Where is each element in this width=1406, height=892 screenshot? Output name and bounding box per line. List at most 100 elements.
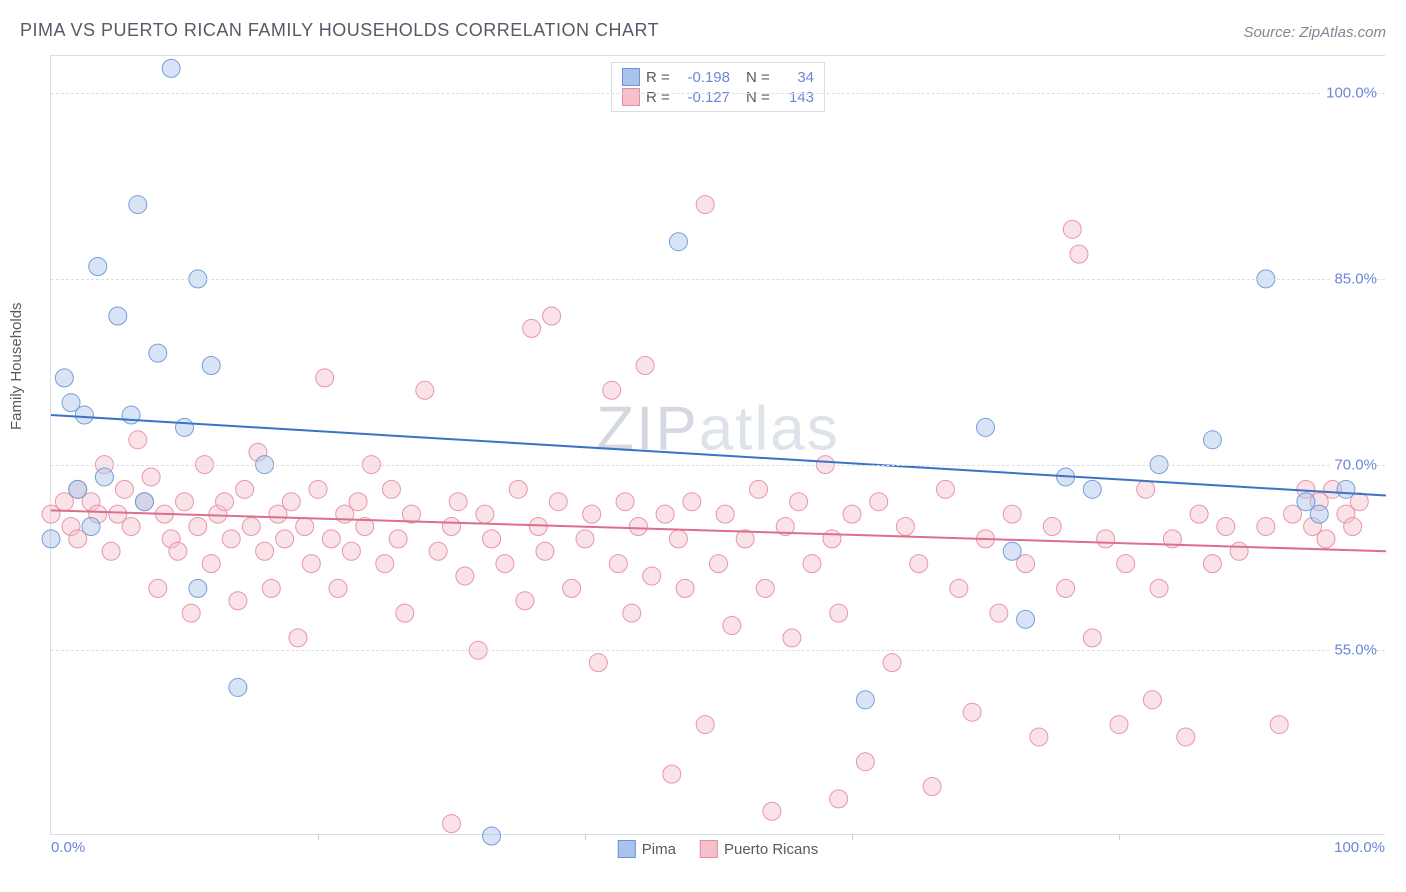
data-point [42, 530, 60, 548]
legend-stat-row: R = -0.127 N = 143 [622, 87, 814, 107]
data-point [583, 505, 601, 523]
data-point [429, 542, 447, 560]
data-point [102, 542, 120, 560]
data-point [936, 480, 954, 498]
chart-title: PIMA VS PUERTO RICAN FAMILY HOUSEHOLDS C… [20, 20, 659, 41]
data-point [656, 505, 674, 523]
y-tick-label: 100.0% [1322, 85, 1377, 102]
data-point [202, 555, 220, 573]
data-point [1344, 517, 1362, 535]
data-point [609, 555, 627, 573]
data-point [302, 555, 320, 573]
y-tick-label: 55.0% [1330, 642, 1377, 659]
data-point [135, 493, 153, 511]
data-point [663, 765, 681, 783]
data-point [856, 691, 874, 709]
data-point [756, 579, 774, 597]
data-point [990, 604, 1008, 622]
legend-swatch [700, 840, 718, 858]
data-point [676, 579, 694, 597]
data-point [376, 555, 394, 573]
data-point [75, 406, 93, 424]
data-point [823, 530, 841, 548]
data-point [963, 703, 981, 721]
data-point [623, 604, 641, 622]
grid-line [51, 465, 1385, 466]
legend-series-name: Puerto Ricans [724, 841, 818, 858]
data-point [69, 480, 87, 498]
x-tick [585, 834, 586, 840]
data-point [1003, 505, 1021, 523]
data-point [1270, 716, 1288, 734]
data-point [349, 493, 367, 511]
data-point [229, 592, 247, 610]
y-axis-label: Family Households [8, 302, 25, 430]
series-legend: PimaPuerto Ricans [618, 840, 818, 858]
data-point [1043, 517, 1061, 535]
scatter-svg [51, 56, 1385, 834]
r-label: R = [646, 69, 674, 86]
n-value: 34 [780, 69, 814, 86]
data-point [830, 790, 848, 808]
x-axis-min-label: 0.0% [51, 839, 85, 856]
grid-line [51, 650, 1385, 651]
data-point [896, 517, 914, 535]
legend-item: Puerto Ricans [700, 840, 818, 858]
data-point [1143, 691, 1161, 709]
y-tick-label: 85.0% [1330, 270, 1377, 287]
data-point [162, 59, 180, 77]
r-label: R = [646, 89, 674, 106]
data-point [182, 604, 200, 622]
data-point [1317, 530, 1335, 548]
n-value: 143 [780, 89, 814, 106]
data-point [1017, 610, 1035, 628]
data-point [329, 579, 347, 597]
data-point [1203, 555, 1221, 573]
data-point [716, 505, 734, 523]
data-point [242, 517, 260, 535]
data-point [202, 357, 220, 375]
n-label: N = [746, 89, 774, 106]
data-point [282, 493, 300, 511]
data-point [1217, 517, 1235, 535]
r-value: -0.127 [680, 89, 730, 106]
data-point [910, 555, 928, 573]
data-point [55, 369, 73, 387]
data-point [129, 431, 147, 449]
data-point [289, 629, 307, 647]
data-point [229, 678, 247, 696]
grid-line [51, 93, 1385, 94]
data-point [169, 542, 187, 560]
source-attribution: Source: ZipAtlas.com [1243, 24, 1386, 41]
data-point [122, 406, 140, 424]
data-point [683, 493, 701, 511]
data-point [1057, 579, 1075, 597]
data-point [1097, 530, 1115, 548]
data-point [129, 196, 147, 214]
data-point [416, 381, 434, 399]
data-point [1137, 480, 1155, 498]
data-point [696, 716, 714, 734]
chart-plot-area: ZIPatlas R =-0.198N =34R =-0.127N =143 P… [50, 55, 1385, 835]
data-point [483, 827, 501, 845]
x-tick [852, 834, 853, 840]
legend-swatch [618, 840, 636, 858]
data-point [589, 654, 607, 672]
data-point [316, 369, 334, 387]
n-label: N = [746, 69, 774, 86]
x-tick [1119, 834, 1120, 840]
data-point [149, 344, 167, 362]
data-point [669, 233, 687, 251]
data-point [516, 592, 534, 610]
data-point [1177, 728, 1195, 746]
data-point [750, 480, 768, 498]
x-tick [318, 834, 319, 840]
data-point [923, 777, 941, 795]
data-point [803, 555, 821, 573]
data-point [115, 480, 133, 498]
data-point [543, 307, 561, 325]
data-point [1190, 505, 1208, 523]
data-point [783, 629, 801, 647]
data-point [603, 381, 621, 399]
data-point [216, 493, 234, 511]
